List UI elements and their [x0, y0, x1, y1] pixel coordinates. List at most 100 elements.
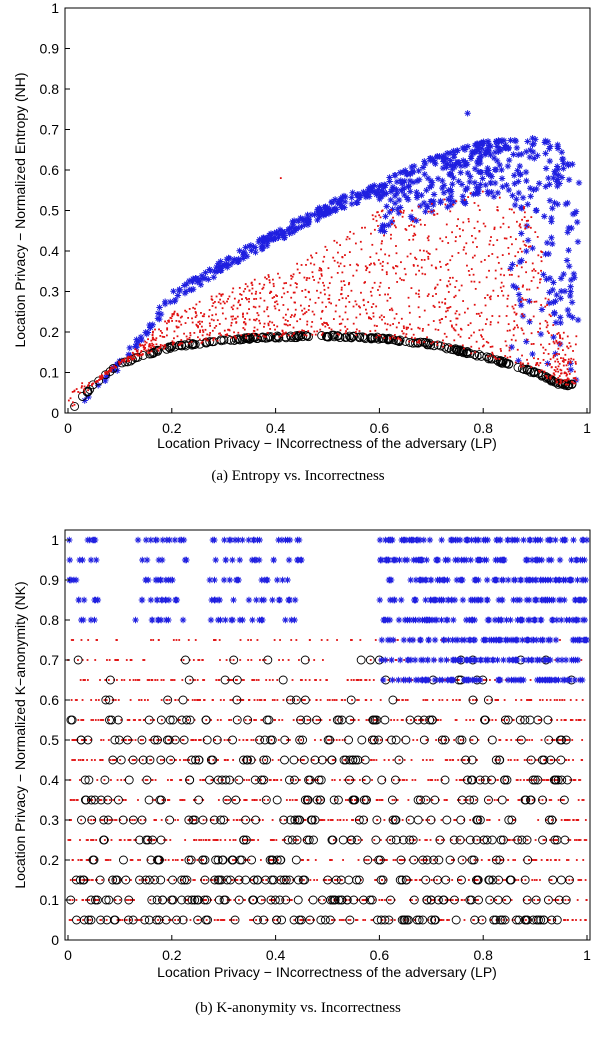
red-dot-point: [562, 357, 565, 360]
y-tick-label: 0.2: [40, 324, 60, 340]
red-dot-point: [210, 298, 213, 301]
red-dot-point: [94, 719, 97, 721]
red-dot-point: [401, 819, 404, 821]
red-dot-point: [125, 879, 127, 881]
red-dot-point: [279, 819, 282, 821]
red-dot-point: [284, 319, 287, 321]
red-dot-point: [358, 899, 360, 901]
blue-star-point: [450, 147, 457, 155]
red-dot-point: [381, 318, 383, 321]
blue-star-point: [338, 204, 345, 211]
red-dot-point: [484, 679, 487, 681]
red-dot-point: [411, 779, 414, 781]
red-dot-point: [156, 679, 159, 681]
red-dot-point: [231, 291, 234, 294]
red-dot-point: [187, 779, 190, 781]
blue-star-point: [484, 164, 491, 172]
red-dot-point: [149, 899, 152, 901]
red-dot-point: [565, 374, 568, 377]
red-dot-point: [446, 262, 449, 265]
blue-star-point: [551, 170, 559, 178]
red-dot-point: [280, 779, 283, 781]
red-dot-point: [526, 338, 529, 341]
red-dot-point: [469, 739, 472, 741]
red-dot-point: [537, 369, 540, 372]
red-dot-point: [493, 228, 496, 231]
red-dot-point: [210, 719, 212, 721]
red-dot-point: [487, 341, 490, 344]
red-dot-point: [395, 226, 397, 229]
red-dot-point: [218, 332, 220, 335]
red-dot-point: [112, 367, 115, 370]
red-dot-point: [453, 339, 456, 342]
blue-star-point: [189, 286, 197, 293]
red-dot-point: [556, 779, 559, 781]
red-dot-point: [572, 382, 575, 385]
red-dot-point: [117, 659, 119, 661]
red-dot-point: [97, 899, 100, 901]
red-dot-point: [125, 919, 128, 921]
red-dot-point: [247, 639, 250, 641]
red-dot-point: [351, 779, 354, 781]
red-dot-point: [140, 350, 143, 353]
red-dot-point: [429, 759, 432, 761]
blue-star-point: [376, 193, 383, 201]
red-dot-point: [250, 659, 253, 661]
red-dot-point: [514, 339, 517, 342]
red-dot-point: [376, 211, 379, 214]
red-dot-point: [455, 236, 457, 238]
black-circle-point: [118, 855, 128, 865]
red-dot-point: [197, 759, 200, 761]
black-circle-point: [496, 835, 506, 845]
red-dot-point: [382, 260, 384, 263]
red-dot-point: [113, 759, 116, 761]
red-dot-point: [132, 679, 135, 681]
red-dot-point: [230, 324, 233, 327]
red-dot-point: [197, 336, 199, 339]
red-dot-point: [159, 345, 162, 348]
red-dot-point: [373, 228, 376, 231]
red-dot-point: [155, 343, 158, 346]
red-dot-point: [413, 232, 416, 235]
red-dot-point: [248, 289, 251, 292]
red-dot-point: [539, 281, 541, 284]
red-dot-point: [476, 220, 479, 223]
red-dot-point: [82, 879, 85, 881]
black-circle-point: [562, 775, 572, 785]
red-dot-point: [575, 859, 578, 861]
blue-star-point: [524, 237, 532, 244]
red-dot-point: [355, 919, 358, 921]
black-circle-point: [479, 835, 489, 845]
red-dot-point: [463, 779, 466, 781]
black-circle-point: [113, 715, 123, 725]
black-circle-point: [281, 895, 291, 905]
red-dot-point: [282, 316, 285, 319]
red-dot-point: [359, 306, 361, 309]
red-dot-point: [539, 362, 542, 364]
blue-star-point: [409, 179, 417, 186]
red-dot-point: [278, 276, 281, 279]
red-dot-point: [289, 699, 292, 701]
black-circle-point: [67, 715, 77, 725]
red-dot-point: [131, 739, 134, 741]
red-dot-point: [523, 243, 526, 246]
red-dot-point: [330, 739, 333, 741]
black-circle-point: [470, 915, 480, 925]
red-dot-point: [457, 679, 460, 681]
red-dot-point: [173, 337, 175, 340]
red-dot-point: [194, 799, 197, 801]
blue-star-point: [407, 213, 415, 220]
red-dot-point: [264, 659, 267, 661]
red-dot-point: [232, 304, 235, 307]
red-dot-point: [103, 839, 106, 841]
red-dot-point: [202, 819, 205, 821]
black-circle-point: [95, 875, 105, 885]
blue-star-point: [442, 160, 449, 167]
red-dot-point: [346, 799, 349, 801]
red-dot-point: [484, 304, 487, 307]
red-dot-point: [499, 226, 502, 229]
red-dot-point: [77, 759, 80, 761]
red-dot-point: [324, 293, 326, 296]
red-dot-point: [109, 759, 112, 761]
black-circle-point: [285, 875, 295, 885]
